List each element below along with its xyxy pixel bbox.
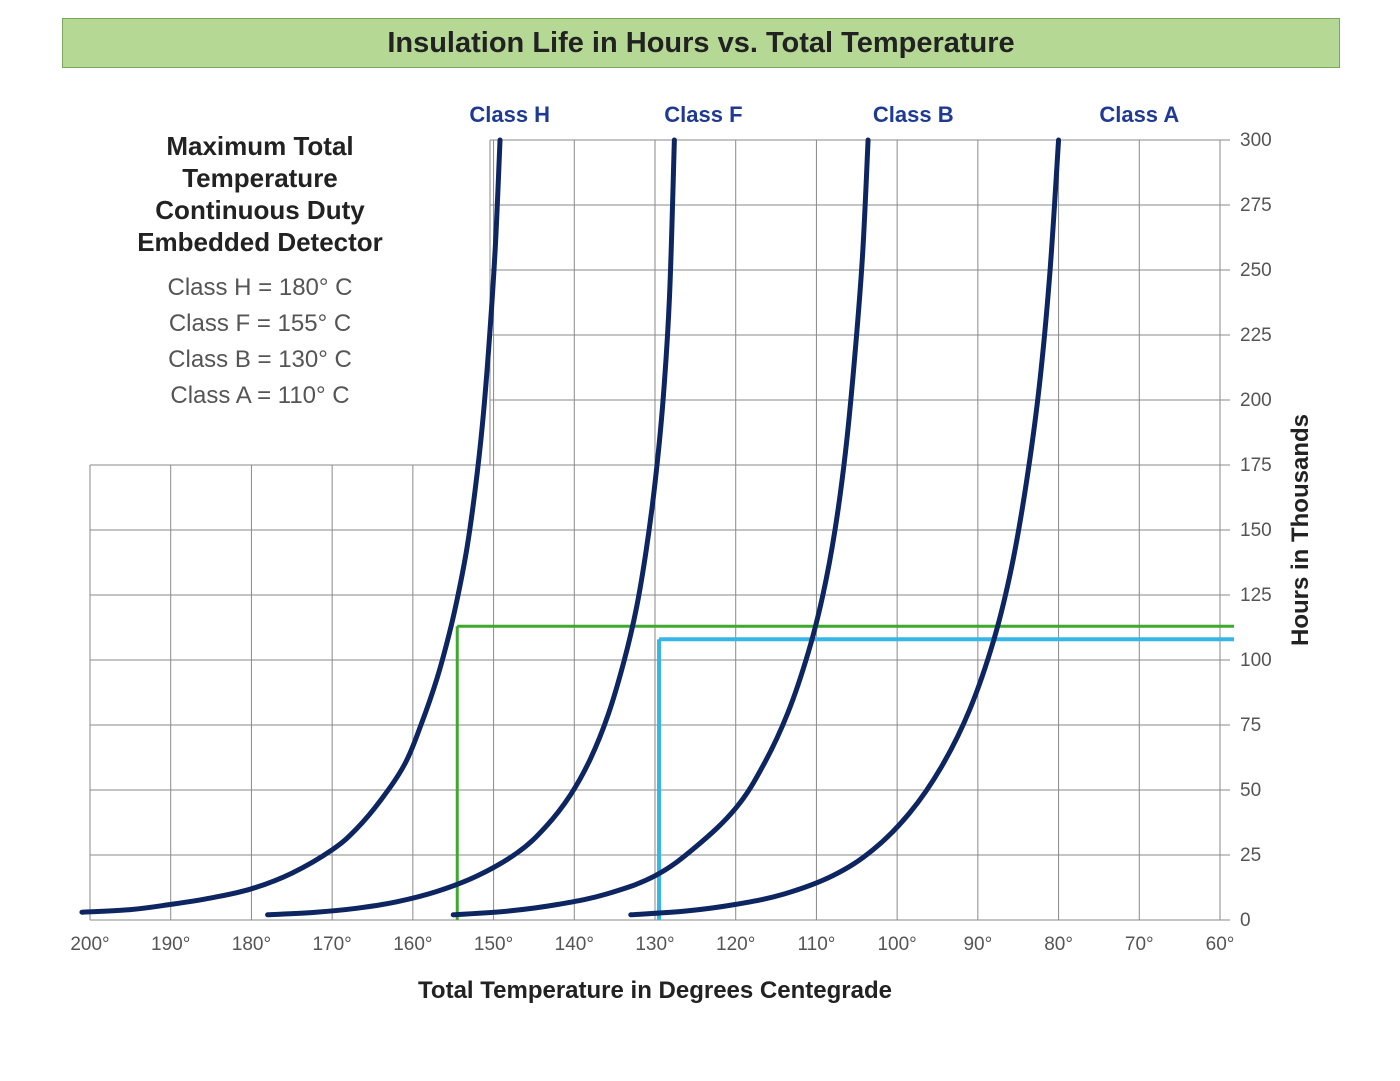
info-title-line: Maximum Total: [166, 131, 353, 161]
info-item: Class A = 110° C: [170, 382, 349, 409]
x-axis-label: Total Temperature in Degrees Centegrade: [418, 977, 892, 1004]
x-tick-label: 130°: [635, 934, 674, 955]
info-item: Class F = 155° C: [169, 310, 351, 337]
x-tick-label: 150°: [474, 934, 513, 955]
y-tick-label: 275: [1240, 195, 1272, 216]
y-tick-label: 25: [1240, 845, 1261, 866]
x-tick-label: 140°: [555, 934, 594, 955]
y-tick-label: 150: [1240, 520, 1272, 541]
y-tick-label: 300: [1240, 130, 1272, 151]
x-tick-label: 60°: [1206, 934, 1235, 955]
y-tick-label: 200: [1240, 390, 1272, 411]
y-tick-label: 125: [1240, 585, 1272, 606]
x-tick-label: 110°: [797, 934, 835, 955]
class-label: Class H: [469, 102, 550, 127]
y-tick-label: 0: [1240, 910, 1251, 931]
title-bar: Insulation Life in Hours vs. Total Tempe…: [62, 18, 1340, 68]
info-title-line: Temperature: [182, 163, 338, 193]
x-tick-label: 180°: [232, 934, 271, 955]
info-title-line: Embedded Detector: [137, 227, 383, 257]
info-title-line: Continuous Duty: [155, 195, 365, 225]
x-tick-label: 160°: [393, 934, 432, 955]
x-tick-label: 100°: [877, 934, 916, 955]
y-tick-label: 50: [1240, 780, 1261, 801]
x-tick-label: 80°: [1044, 934, 1073, 955]
series-class-a: [631, 140, 1059, 915]
x-tick-label: 170°: [312, 934, 351, 955]
x-tick-label: 190°: [151, 934, 190, 955]
chart: Class H Class F Class B Class A 200° 190° 180…: [60, 85, 1340, 1055]
y-tick-label: 175: [1240, 455, 1272, 476]
y-tick-label: 250: [1240, 260, 1272, 281]
y-tick-label: 75: [1240, 715, 1261, 736]
y-axis-label: Hours in Thousands: [1287, 414, 1314, 646]
y-tick-label: 100: [1240, 650, 1272, 671]
class-label: Class A: [1099, 102, 1179, 127]
info-item: Class B = 130° C: [168, 346, 352, 373]
x-tick-label: 90°: [963, 934, 992, 955]
x-tick-label: 200°: [70, 934, 109, 955]
info-item: Class H = 180° C: [167, 274, 352, 301]
y-tick-label: 225: [1240, 325, 1272, 346]
chart-title: Insulation Life in Hours vs. Total Tempe…: [387, 27, 1014, 60]
x-tick-label: 70°: [1125, 934, 1154, 955]
class-label: Class F: [664, 102, 742, 127]
class-label: Class B: [873, 102, 954, 127]
x-tick-label: 120°: [716, 934, 755, 955]
